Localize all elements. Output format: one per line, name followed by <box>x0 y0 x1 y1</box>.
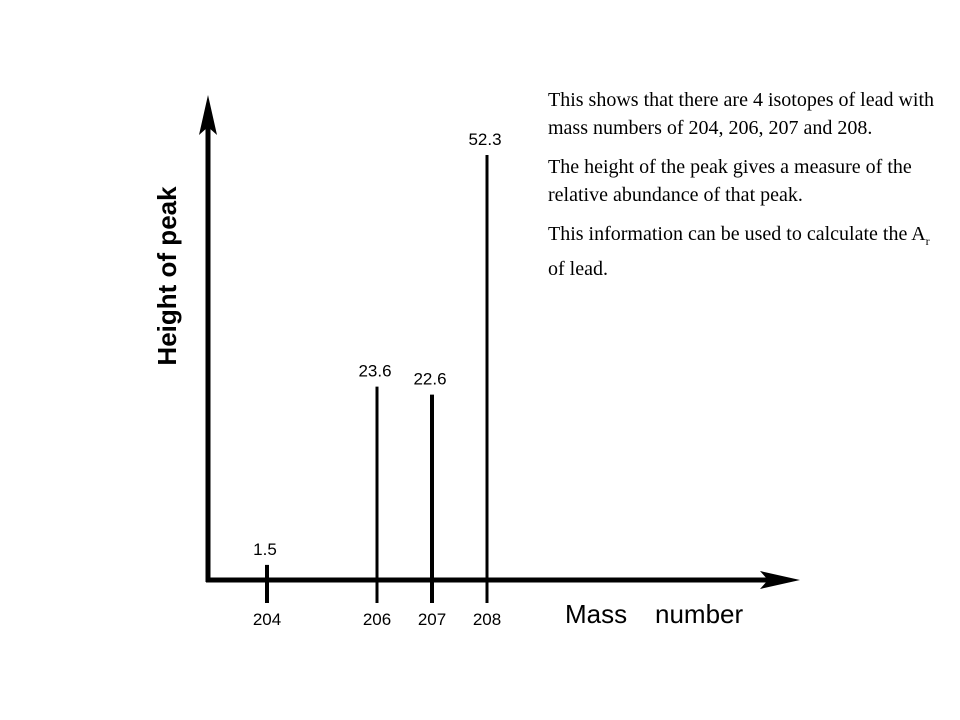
y-axis-arrowhead <box>199 95 217 135</box>
value-label-206: 23.6 <box>358 362 391 381</box>
peaks <box>265 155 489 603</box>
relative-atomic-mass-subscript: r <box>925 234 930 248</box>
x-axis-label-mass: Mass <box>565 599 627 629</box>
value-labels: 1.5 23.6 22.6 52.3 <box>253 130 501 559</box>
explanation-paragraph-3-text: This information can be used to calculat… <box>548 223 926 245</box>
explanation-paragraph-3: This information can be used to calculat… <box>548 220 940 283</box>
value-label-208: 52.3 <box>468 130 501 149</box>
x-tick-label-208: 208 <box>473 610 501 629</box>
x-tick-label-206: 206 <box>363 610 391 629</box>
explanation-text: This shows that there are 4 isotopes of … <box>548 86 940 294</box>
explanation-paragraph-2: The height of the peak gives a measure o… <box>548 156 912 206</box>
value-label-207: 22.6 <box>413 370 446 389</box>
value-label-204: 1.5 <box>253 540 277 559</box>
explanation-paragraph-3-end: of lead. <box>548 258 608 280</box>
x-tick-label-207: 207 <box>418 610 446 629</box>
y-axis-label: Height of peak <box>152 186 182 366</box>
explanation-paragraph-1: This shows that there are 4 isotopes of … <box>548 89 935 139</box>
x-axis-arrowhead <box>760 571 800 589</box>
x-tick-label-204: 204 <box>253 610 281 629</box>
x-tick-labels: 204 206 207 208 <box>253 610 501 629</box>
x-axis-label-number: number <box>655 599 743 629</box>
